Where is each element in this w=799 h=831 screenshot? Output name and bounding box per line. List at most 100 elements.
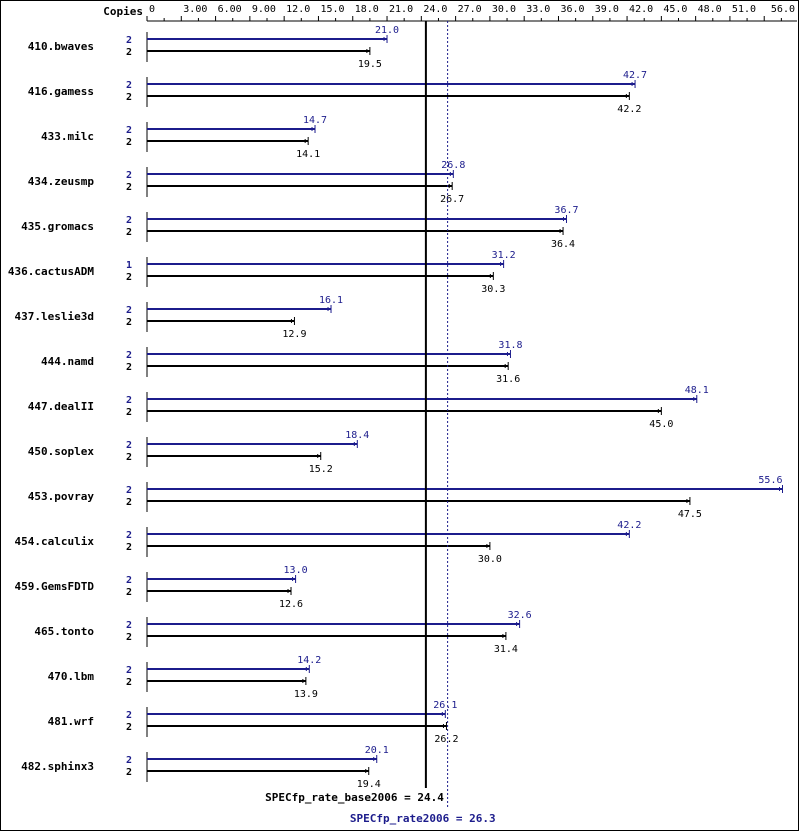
peak-value-label: 14.2: [297, 655, 321, 666]
benchmark-name: 481.wrf: [48, 715, 94, 728]
peak-value-label: 18.4: [345, 430, 369, 441]
x-tick-label: 9.00: [252, 4, 276, 15]
x-axis: 0 3.00 6.00 9.00 12.0 15.0 18.0 21.0 24.0 27.0 30.…: [146, 4, 797, 22]
base-copies: 2: [126, 362, 132, 373]
base-copies: 2: [126, 317, 132, 328]
peak-copies: 2: [126, 530, 132, 541]
x-tick-label: 6.00: [218, 4, 242, 15]
peak-value-label: 20.1: [365, 745, 389, 756]
base-value-label: 31.4: [494, 644, 518, 655]
peak-value-label: 31.2: [492, 250, 516, 261]
benchmark-row: 454.calculix 2 42.2 2 30.0: [15, 520, 642, 565]
benchmark-name: 437.leslie3d: [15, 310, 94, 323]
peak-copies: 2: [126, 395, 132, 406]
base-value-label: 42.2: [617, 104, 641, 115]
peak-value-label: 42.7: [623, 70, 647, 81]
benchmark-row: 436.cactusADM 1 31.2 2 30.3: [8, 250, 516, 295]
peak-copies: 2: [126, 710, 132, 721]
base-value-label: 19.4: [357, 779, 381, 790]
benchmark-row: 470.lbm 2 14.2 2 13.9: [48, 655, 322, 700]
base-value-label: 30.0: [478, 554, 502, 565]
base-value-label: 36.4: [551, 239, 575, 250]
benchmark-row: 482.sphinx3 2 20.1 2 19.4: [21, 745, 389, 790]
base-copies: 2: [126, 227, 132, 238]
base-value-label: 47.5: [678, 509, 702, 520]
peak-reference-label: SPECfp_rate2006 = 26.3: [350, 812, 496, 825]
base-value-label: 45.0: [649, 419, 673, 430]
benchmark-name: 434.zeusmp: [28, 175, 95, 188]
peak-value-label: 42.2: [617, 520, 641, 531]
benchmark-row: 444.namd 2 31.8 2 31.6: [41, 340, 523, 385]
peak-copies: 2: [126, 35, 132, 46]
base-copies: 2: [126, 587, 132, 598]
x-tick-label: 18.0: [355, 4, 379, 15]
base-copies: 2: [126, 47, 132, 58]
peak-copies: 2: [126, 350, 132, 361]
benchmark-name: 450.soplex: [28, 445, 95, 458]
benchmark-name: 453.povray: [28, 490, 95, 503]
benchmark-name: 482.sphinx3: [21, 760, 94, 773]
base-copies: 2: [126, 722, 132, 733]
x-tick-label: 48.0: [698, 4, 722, 15]
benchmark-row: 434.zeusmp 2 26.8 2 26.7: [28, 160, 466, 205]
peak-value-label: 16.1: [319, 295, 343, 306]
benchmark-row: 437.leslie3d 2 16.1 2 12.9: [15, 295, 344, 340]
base-reference-label: SPECfp_rate_base2006 = 24.4: [265, 791, 444, 804]
x-tick-label: 39.0: [595, 4, 619, 15]
x-tick-label: 24.0: [423, 4, 447, 15]
x-tick-label: 42.0: [629, 4, 653, 15]
peak-value-label: 26.1: [433, 700, 457, 711]
x-tick-label: 56.0: [771, 4, 795, 15]
x-tick-label: 3.00: [183, 4, 207, 15]
benchmark-name: 444.namd: [41, 355, 94, 368]
benchmark-name: 465.tonto: [34, 625, 94, 638]
base-copies: 2: [126, 542, 132, 553]
benchmark-row: 435.gromacs 2 36.7 2 36.4: [21, 205, 578, 250]
benchmark-row: 481.wrf 2 26.1 2 26.2: [48, 700, 459, 745]
peak-copies: 1: [126, 260, 132, 271]
x-tick-label: 51.0: [732, 4, 756, 15]
base-copies: 2: [126, 677, 132, 688]
peak-value-label: 14.7: [303, 115, 327, 126]
base-copies: 2: [126, 182, 132, 193]
benchmark-name: 454.calculix: [15, 535, 95, 548]
base-value-label: 26.2: [434, 734, 458, 745]
peak-value-label: 21.0: [375, 25, 399, 36]
base-value-label: 31.6: [496, 374, 520, 385]
base-value-label: 15.2: [309, 464, 333, 475]
base-copies: 2: [126, 92, 132, 103]
benchmark-name: 447.dealII: [28, 400, 94, 413]
base-copies: 2: [126, 452, 132, 463]
base-value-label: 30.3: [481, 284, 505, 295]
peak-copies: 2: [126, 125, 132, 136]
x-tick-label: 27.0: [458, 4, 482, 15]
x-tick-label: 33.0: [526, 4, 550, 15]
base-copies: 2: [126, 497, 132, 508]
peak-value-label: 55.6: [758, 475, 782, 486]
benchmark-row: 416.gamess 2 42.7 2 42.2: [28, 70, 647, 115]
peak-value-label: 32.6: [508, 610, 532, 621]
peak-copies: 2: [126, 170, 132, 181]
benchmark-name: 410.bwaves: [28, 40, 94, 53]
benchmark-name: 435.gromacs: [21, 220, 94, 233]
peak-copies: 2: [126, 305, 132, 316]
peak-copies: 2: [126, 620, 132, 631]
x-tick-label: 0: [149, 4, 155, 15]
base-copies: 2: [126, 632, 132, 643]
base-value-label: 12.9: [282, 329, 306, 340]
benchmark-name: 459.GemsFDTD: [15, 580, 95, 593]
benchmark-row: 447.dealII 2 48.1 2 45.0: [28, 385, 709, 430]
x-tick-label: 12.0: [286, 4, 310, 15]
x-tick-label: 15.0: [320, 4, 344, 15]
benchmark-name: 416.gamess: [28, 85, 94, 98]
peak-value-label: 48.1: [685, 385, 709, 396]
base-copies: 2: [126, 272, 132, 283]
benchmark-name: 470.lbm: [48, 670, 95, 683]
benchmark-row: 410.bwaves 2 21.0 2 19.5: [28, 25, 399, 70]
benchmark-name: 436.cactusADM: [8, 265, 94, 278]
peak-value-label: 36.7: [554, 205, 578, 216]
peak-copies: 2: [126, 485, 132, 496]
x-tick-label: 45.0: [663, 4, 687, 15]
base-value-label: 19.5: [358, 59, 382, 70]
